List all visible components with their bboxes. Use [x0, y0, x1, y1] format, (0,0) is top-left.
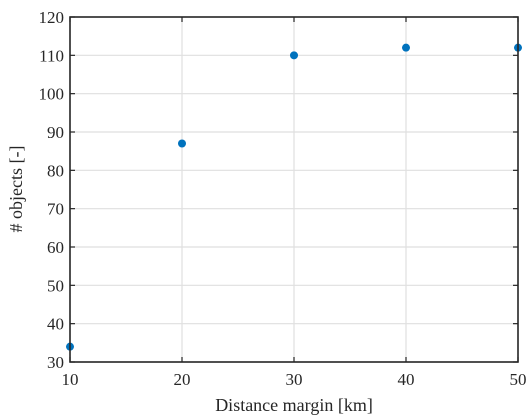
- x-tick-label: 50: [510, 370, 527, 389]
- y-tick-label: 100: [39, 85, 65, 104]
- y-tick-label: 80: [47, 161, 64, 180]
- y-tick-label: 40: [47, 315, 64, 334]
- x-tick-label: 20: [174, 370, 191, 389]
- data-point: [402, 43, 410, 52]
- data-point: [290, 51, 298, 60]
- x-tick-label: 10: [62, 370, 79, 389]
- y-tick-label: 30: [47, 353, 64, 372]
- axis-ticks: 10 20 30 40 50 30 40 50 60 70 80 90 100 110 120: [39, 8, 527, 389]
- data-point: [178, 139, 186, 148]
- y-tick-label: 110: [39, 46, 64, 65]
- x-tick-label: 40: [398, 370, 415, 389]
- y-tick-label: 70: [47, 200, 64, 219]
- y-tick-label: 60: [47, 238, 64, 257]
- y-tick-label: 120: [39, 8, 65, 27]
- y-tick-label: 90: [47, 123, 64, 142]
- grid: [69, 16, 519, 363]
- x-axis-label: Distance margin [km]: [215, 395, 373, 415]
- y-axis-label: # objects [-]: [6, 146, 26, 233]
- y-tick-label: 50: [47, 276, 64, 295]
- x-tick-label: 30: [286, 370, 303, 389]
